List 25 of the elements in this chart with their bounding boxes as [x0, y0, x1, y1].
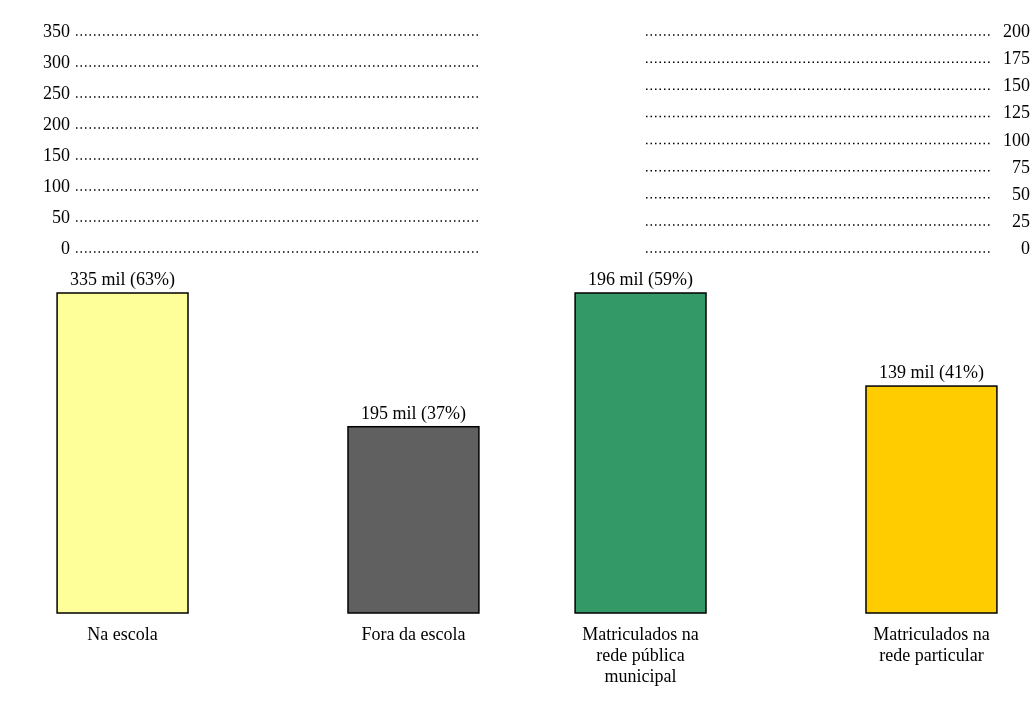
- text: 50: [52, 207, 70, 227]
- text: 175: [1003, 48, 1030, 69]
- text: 300: [43, 52, 70, 72]
- data-label: 335 mil (63%): [70, 269, 176, 290]
- x-tick-label: Matriculados na rede particular: [873, 624, 990, 665]
- text: 250: [43, 83, 70, 103]
- text: 50: [1012, 183, 1030, 204]
- text: 0: [1021, 238, 1030, 258]
- text: 150: [1003, 75, 1030, 96]
- text: 0: [61, 238, 70, 258]
- text: 100: [43, 176, 70, 196]
- text: 75: [1012, 156, 1030, 177]
- x-tick-label: Fora da escola: [361, 624, 466, 644]
- data-label: 196 mil (59%): [588, 269, 694, 290]
- x-tick-label: Na escola: [87, 624, 158, 644]
- text: 350: [43, 21, 70, 41]
- text: 200: [43, 114, 70, 134]
- x-tick-label: Matriculados na rede pública municipal: [582, 624, 699, 686]
- text: 125: [1003, 102, 1030, 123]
- text: 200: [1003, 21, 1030, 41]
- text: 150: [43, 145, 70, 165]
- data-label: 139 mil (41%): [878, 362, 984, 384]
- text: 100: [1003, 129, 1030, 150]
- text: 25: [1012, 210, 1030, 231]
- data-label: 195 mil (37%): [360, 402, 466, 424]
